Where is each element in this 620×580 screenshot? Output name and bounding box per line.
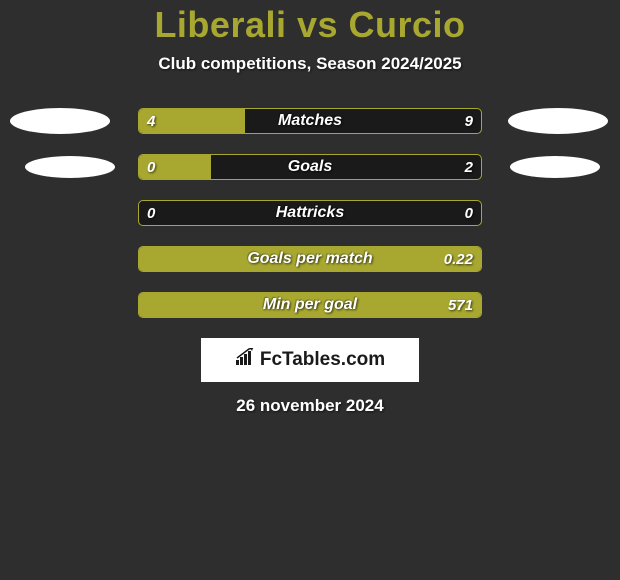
stat-value-left: 0 bbox=[147, 205, 155, 222]
subtitle: Club competitions, Season 2024/2025 bbox=[0, 54, 620, 74]
club-logo-left bbox=[25, 156, 115, 178]
stat-value-right: 0 bbox=[465, 205, 473, 222]
stat-value-right: 2 bbox=[465, 159, 473, 176]
stat-row: 0Hattricks0 bbox=[0, 200, 620, 226]
stat-label: Goals bbox=[139, 158, 481, 176]
stat-rows: 4Matches90Goals20Hattricks0Goals per mat… bbox=[0, 108, 620, 318]
page-title: Liberali vs Curcio bbox=[0, 4, 620, 46]
stat-bar: 0Goals2 bbox=[138, 154, 482, 180]
chart-icon bbox=[235, 348, 257, 372]
stat-bar: 0Hattricks0 bbox=[138, 200, 482, 226]
stat-label: Goals per match bbox=[139, 250, 481, 268]
stat-row: Goals per match0.22 bbox=[0, 246, 620, 272]
stat-label: Hattricks bbox=[139, 204, 481, 222]
stat-value-right: 571 bbox=[448, 297, 473, 314]
stat-row: 4Matches9 bbox=[0, 108, 620, 134]
comparison-card: Liberali vs Curcio Club competitions, Se… bbox=[0, 0, 620, 416]
stat-label: Min per goal bbox=[139, 296, 481, 314]
date-label: 26 november 2024 bbox=[0, 396, 620, 416]
brand-badge[interactable]: FcTables.com bbox=[201, 338, 419, 382]
stat-label: Matches bbox=[139, 112, 481, 130]
brand-label: FcTables.com bbox=[260, 349, 385, 371]
stat-value-right: 9 bbox=[465, 113, 473, 130]
stat-bar: Min per goal571 bbox=[138, 292, 482, 318]
club-logo-right bbox=[510, 156, 600, 178]
stat-row: Min per goal571 bbox=[0, 292, 620, 318]
stat-value-left: 4 bbox=[147, 113, 155, 130]
stat-value-left: 0 bbox=[147, 159, 155, 176]
stat-bar: 4Matches9 bbox=[138, 108, 482, 134]
club-logo-right bbox=[508, 108, 608, 134]
stat-bar: Goals per match0.22 bbox=[138, 246, 482, 272]
club-logo-left bbox=[10, 108, 110, 134]
stat-value-right: 0.22 bbox=[444, 251, 473, 268]
stat-row: 0Goals2 bbox=[0, 154, 620, 180]
